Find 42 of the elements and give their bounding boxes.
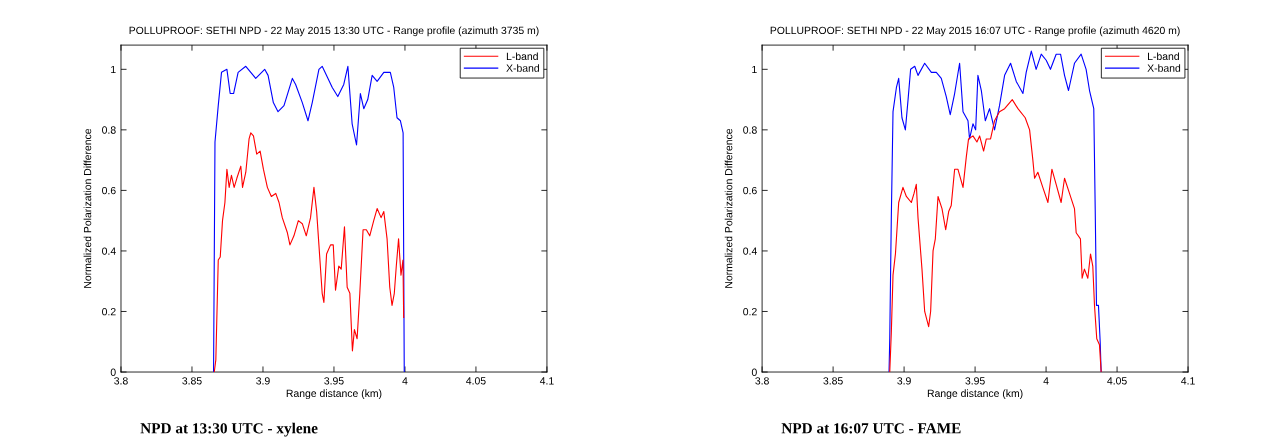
y-tick-label: 0.8	[743, 126, 757, 134]
y-tick-label: 0.6	[102, 186, 116, 195]
x-tick-label: 3.95	[324, 377, 344, 385]
x-tick-label: 3.8	[114, 377, 128, 385]
line-series	[213, 65, 405, 373]
x-tick-label: 3.9	[897, 377, 911, 385]
y-tick-label: 0	[751, 368, 757, 376]
legend-label: L-band	[506, 52, 538, 61]
y-tick-label: 0	[110, 368, 116, 376]
y-tick-label: 1	[111, 65, 116, 74]
text: NPD at 13:30 UTC - xylene	[140, 422, 318, 437]
chart-title: POLLUPROOF: SETHI NPD - 22 May 2015 13:30 UTC - Range profile (azimuth 3735 m)	[129, 26, 539, 37]
y-tick-label: 0.2	[743, 307, 757, 316]
y-tick-label: 0.4	[102, 247, 116, 255]
chart-title: POLLUPROOF: SETHI NPD - 22 May 2015 16:07 UTC - Range profile (azimuth 4620 m)	[770, 26, 1180, 37]
legend-label: L-band	[1148, 52, 1179, 61]
y-axis-title: Normalized Polarization Difference	[724, 128, 733, 288]
legend-label: X-band	[506, 64, 539, 72]
x-tick-label: 4.1	[539, 377, 554, 385]
text: NPD at 16:07 UTC - FAME	[781, 423, 961, 434]
x-tick-label: 3.9	[256, 377, 270, 385]
x-tick-label: 4	[1043, 377, 1049, 385]
y-axis-title: Normalized Polarization Difference	[83, 128, 92, 288]
y-tick-label: 0.6	[743, 186, 757, 195]
line-series	[888, 50, 1102, 373]
line-series	[889, 99, 1102, 373]
y-tick-label: 0.4	[743, 247, 757, 255]
x-axis-title: Range distance (km)	[286, 389, 382, 400]
x-tick-label: 4	[402, 377, 408, 385]
x-tick-label: 3.85	[182, 377, 202, 385]
line-series	[213, 132, 405, 373]
x-tick-label: 3.95	[965, 377, 985, 385]
y-tick-label: 1	[752, 65, 757, 74]
x-axis-title: Range distance (km)	[927, 389, 1023, 400]
x-tick-label: 4.05	[1107, 377, 1127, 385]
legend-label: X-band	[1147, 64, 1181, 72]
x-tick-label: 4.05	[466, 377, 486, 385]
y-tick-label: 0.2	[102, 307, 116, 316]
x-tick-label: 3.8	[755, 377, 769, 385]
x-tick-label: 4.1	[1181, 377, 1195, 385]
y-tick-label: 0.8	[102, 126, 116, 134]
x-tick-label: 3.85	[823, 377, 843, 385]
